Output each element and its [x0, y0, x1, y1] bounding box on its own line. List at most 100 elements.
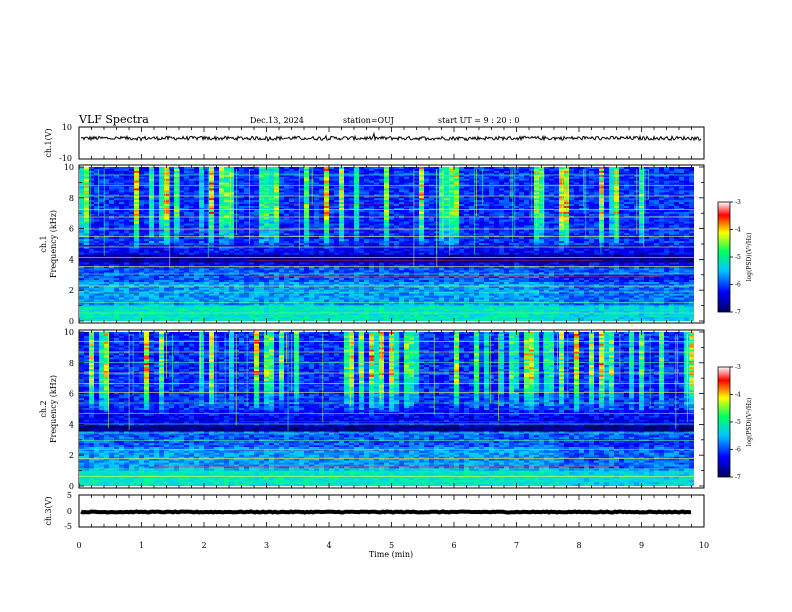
- spectrogram-cell: [289, 174, 295, 178]
- spectrogram-cell: [199, 207, 205, 211]
- spectrogram-cell: [544, 180, 550, 183]
- spectrogram-cell: [384, 213, 390, 217]
- spectrogram-cell: [364, 241, 370, 244]
- spectrogram-cell: [99, 221, 105, 224]
- spectrogram-cell: [684, 180, 690, 183]
- spectrogram-cell: [229, 217, 235, 220]
- spectrogram-cell: [89, 182, 95, 185]
- spectrogram-cell: [384, 227, 390, 230]
- spectrogram-cell: [544, 192, 550, 195]
- spectrogram-cell: [399, 168, 405, 172]
- spectrogram-cell: [389, 207, 395, 211]
- spectrogram-cell: [124, 167, 130, 170]
- spectrogram-cell: [554, 172, 560, 176]
- spectrogram-cell: [119, 170, 125, 174]
- spectrogram-cell: [319, 182, 325, 185]
- spectrogram-cell: [524, 233, 530, 236]
- spectrogram-cell: [289, 202, 295, 205]
- spectrogram-cell: [309, 170, 315, 174]
- spectrogram-cell: [304, 229, 310, 232]
- spectrogram-cell: [79, 194, 85, 197]
- spectrogram-cell: [189, 172, 195, 176]
- spectrogram-cell: [479, 211, 485, 215]
- spectrogram-cell: [514, 237, 520, 240]
- spectrogram-cell: [329, 229, 335, 232]
- spectrogram-cell: [669, 209, 675, 213]
- spectrogram-cell: [464, 186, 470, 189]
- spectrogram-cell: [219, 233, 225, 236]
- spectrogram-cell: [559, 229, 565, 232]
- spectrogram-cell: [124, 200, 130, 203]
- spectrogram-cell: [609, 231, 615, 234]
- spectrogram-cell: [219, 205, 225, 209]
- spectrogram-cell: [624, 217, 630, 220]
- spectrogram-cell: [449, 223, 455, 226]
- spectrogram-cell: [644, 223, 650, 226]
- spectrogram-cell: [404, 207, 410, 211]
- spectrogram-cell: [359, 213, 365, 217]
- spectrogram-cell: [619, 174, 625, 178]
- spectrogram-cell: [369, 205, 375, 209]
- spectrogram-cell: [344, 170, 350, 174]
- spectrogram-cell: [664, 180, 670, 183]
- spectrogram-cell: [114, 196, 120, 199]
- spectrogram-cell: [349, 168, 355, 172]
- spectrogram-cell: [164, 196, 170, 199]
- spectrogram-cell: [189, 211, 195, 215]
- spectrogram-cell: [489, 170, 495, 174]
- spectrogram-cell: [364, 237, 370, 240]
- spectrogram-cell: [409, 227, 415, 230]
- spectrogram-cell: [339, 188, 345, 191]
- spectrogram-cell: [559, 211, 565, 215]
- spectrogram-cell: [224, 188, 230, 191]
- spectrogram-cell: [259, 198, 265, 201]
- spectrogram-cell: [229, 192, 235, 195]
- spectrogram-cell: [464, 219, 470, 222]
- spectrogram-cell: [114, 213, 120, 217]
- spectrogram-cell: [324, 227, 330, 230]
- spectrogram-cell: [194, 170, 200, 174]
- spectrogram-cell: [594, 205, 600, 209]
- spectrogram-cell: [674, 239, 680, 242]
- spectrogram-cell: [554, 198, 560, 201]
- spectrogram-cell: [479, 225, 485, 228]
- spectrogram-cell: [484, 241, 490, 244]
- spectrogram-cell: [204, 200, 210, 203]
- spectrogram-cell: [574, 241, 580, 244]
- spectrogram-cell: [204, 229, 210, 232]
- spectrogram-cell: [329, 219, 335, 222]
- spectrogram-cell: [364, 174, 370, 178]
- spectrogram-cell: [99, 227, 105, 230]
- spectrogram-cell: [404, 217, 410, 220]
- spectrogram-cell: [524, 200, 530, 203]
- spectrogram-cell: [504, 231, 510, 234]
- spectrogram-cell: [279, 205, 285, 209]
- spectrogram-cell: [684, 188, 690, 191]
- spectrogram-cell: [629, 207, 635, 211]
- spectrogram-cell: [294, 223, 300, 226]
- spectrogram-cell: [639, 219, 645, 222]
- spectrogram-cell: [179, 172, 185, 176]
- spectrogram-cell: [244, 186, 250, 189]
- spectrogram-cell: [224, 167, 230, 170]
- spectrogram-cell: [239, 178, 245, 181]
- spectrogram-cell: [299, 168, 305, 172]
- spectrogram-cell: [589, 223, 595, 226]
- spectrogram-cell: [159, 178, 165, 181]
- spectrogram-cell: [619, 207, 625, 211]
- spectrogram-cell: [224, 227, 230, 230]
- spectrogram-cell: [114, 217, 120, 220]
- spectrogram-cell: [209, 202, 215, 205]
- spectrogram-cell: [424, 174, 430, 178]
- spectrogram-cell: [244, 178, 250, 181]
- spectrogram-cell: [319, 200, 325, 203]
- spectrogram-cell: [539, 198, 545, 201]
- spectrogram-cell: [84, 190, 90, 193]
- spectrogram-cell: [469, 198, 475, 201]
- spectrogram-cell: [669, 192, 675, 195]
- spectrogram-cell: [484, 196, 490, 199]
- spectrogram-cell: [344, 233, 350, 236]
- spectrogram-cell: [399, 182, 405, 185]
- spectrogram-cell: [79, 186, 85, 189]
- spectrogram-cell: [574, 190, 580, 193]
